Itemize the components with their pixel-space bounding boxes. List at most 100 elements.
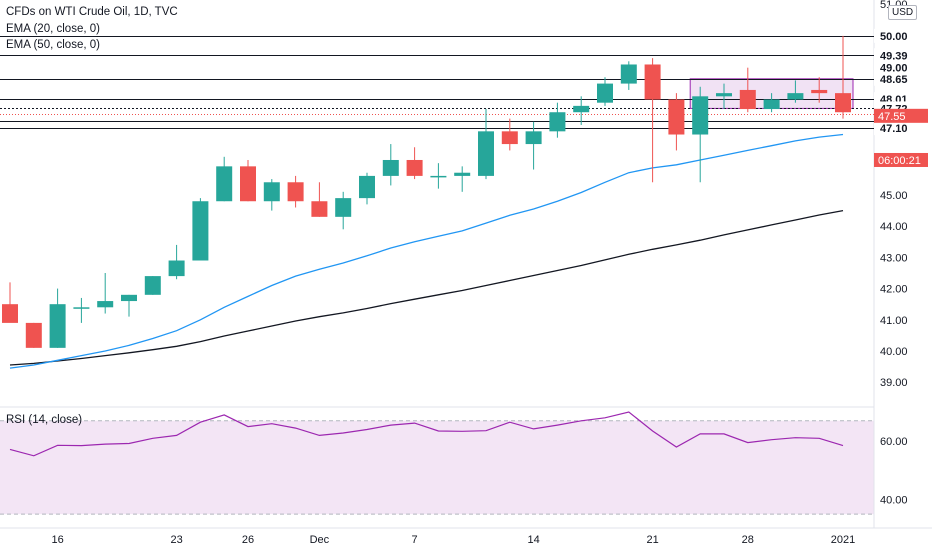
candle-body <box>25 322 42 348</box>
candle <box>478 109 494 180</box>
candle-body <box>597 83 613 103</box>
candle-body <box>692 96 709 135</box>
candle-body <box>501 131 518 145</box>
candle <box>668 93 685 151</box>
candle <box>216 156 233 202</box>
rsi-line <box>9 411 844 457</box>
candle <box>287 175 304 208</box>
y-tick-bg <box>874 60 924 75</box>
candle-body <box>835 93 851 113</box>
ema20-series <box>9 133 844 369</box>
y-tick-bg <box>874 28 924 43</box>
y-tick-bg <box>874 48 924 63</box>
price-axis[interactable]: 39.00 40.00 41.00 42.00 43.00 44.00 45.00 49.00… <box>874 0 924 389</box>
candle <box>121 294 137 317</box>
price-tag-current <box>874 108 928 123</box>
candle <box>406 147 423 180</box>
candle <box>25 322 42 348</box>
ema50-legend[interactable]: EMA (50, close, 0) <box>6 39 100 51</box>
candle-body <box>144 276 161 295</box>
candle-body <box>549 112 566 132</box>
rsi-band <box>0 420 874 515</box>
candle-body <box>97 301 114 308</box>
candle-body <box>620 64 637 84</box>
candle-body <box>73 307 90 309</box>
candle <box>573 96 590 125</box>
time-axis[interactable]: 16 23 26 Dec 7 14 21 28 2021 <box>51 534 855 546</box>
candle-body <box>787 93 804 100</box>
candle <box>335 191 352 230</box>
price-tag-timer-label: 06:00:21 <box>878 155 921 167</box>
currency-badge[interactable]: USD <box>888 5 918 20</box>
candle <box>644 58 661 183</box>
rsi-band-group <box>0 420 874 515</box>
candle-body <box>573 105 590 113</box>
candle <box>263 179 280 211</box>
candle <box>597 77 613 106</box>
x-tick-label: Dec <box>310 534 330 546</box>
y-tick-label: 50.00 <box>880 31 908 43</box>
candle-body <box>192 201 209 261</box>
candle <box>716 83 732 110</box>
candle-body <box>454 172 471 176</box>
price-tags: 47.55 06:00:21 <box>874 108 928 167</box>
candle <box>763 93 780 113</box>
candle-body <box>335 198 352 217</box>
candle-body <box>478 131 494 176</box>
rsi-tick-label: 40.00 <box>880 495 908 507</box>
candle <box>525 121 542 170</box>
ema50-line <box>9 209 844 366</box>
rsi-tick-label: 60.00 <box>880 436 908 448</box>
candle-body <box>382 159 399 176</box>
ema20-line <box>9 133 844 369</box>
candle-body <box>311 201 328 217</box>
y-tick-label: 39.00 <box>880 377 908 389</box>
y-tick-label: 49.00 <box>880 63 908 75</box>
y-tick-label: 42.00 <box>880 284 908 296</box>
candle <box>787 80 804 103</box>
candle <box>430 163 447 189</box>
rsi-series <box>9 411 844 457</box>
y-tick-bg <box>874 121 924 136</box>
y-tick-label: 49.39 <box>880 50 908 62</box>
candle <box>382 144 399 186</box>
candle-body <box>216 166 233 202</box>
rsi-axis[interactable]: 40.00 60.00 <box>880 436 908 506</box>
x-tick-label: 26 <box>242 534 254 546</box>
candle <box>359 172 375 205</box>
candle-body <box>763 99 780 110</box>
y-tick-label: 41.00 <box>880 315 908 327</box>
price-tag-current-label: 47.55 <box>878 111 906 123</box>
candle <box>97 272 114 314</box>
ema50-series <box>9 209 844 366</box>
x-tick-label: 21 <box>646 534 658 546</box>
x-tick-label: 28 <box>742 534 754 546</box>
candle <box>192 198 209 261</box>
candle <box>240 159 256 202</box>
chart-title[interactable]: CFDs on WTI Crude Oil, 1D, TVC <box>6 6 178 18</box>
candle-body <box>359 175 375 199</box>
candle-body <box>668 99 685 135</box>
candle <box>811 77 828 103</box>
y-tick-label: 48.65 <box>880 74 908 86</box>
candle-body <box>121 294 137 302</box>
candle <box>49 288 66 348</box>
candle <box>144 276 161 295</box>
y-tick-label: 44.00 <box>880 221 908 233</box>
y-tick-bg <box>874 71 924 86</box>
rsi-legend[interactable]: RSI (14, close) <box>6 414 83 426</box>
candle-body <box>811 89 828 94</box>
candle <box>168 244 185 280</box>
x-tick-label: 16 <box>51 534 63 546</box>
price-tag-timer <box>874 152 928 167</box>
y-tick-label: 40.00 <box>880 346 908 358</box>
candle-body <box>287 182 304 202</box>
horizontal-lines[interactable] <box>0 36 874 129</box>
x-tick-label: 23 <box>170 534 182 546</box>
ema20-legend[interactable]: EMA (20, close, 0) <box>6 23 100 35</box>
candle <box>835 35 851 119</box>
x-tick-label: 2021 <box>831 534 855 546</box>
candle-body <box>644 64 661 100</box>
candle-body <box>525 131 542 145</box>
